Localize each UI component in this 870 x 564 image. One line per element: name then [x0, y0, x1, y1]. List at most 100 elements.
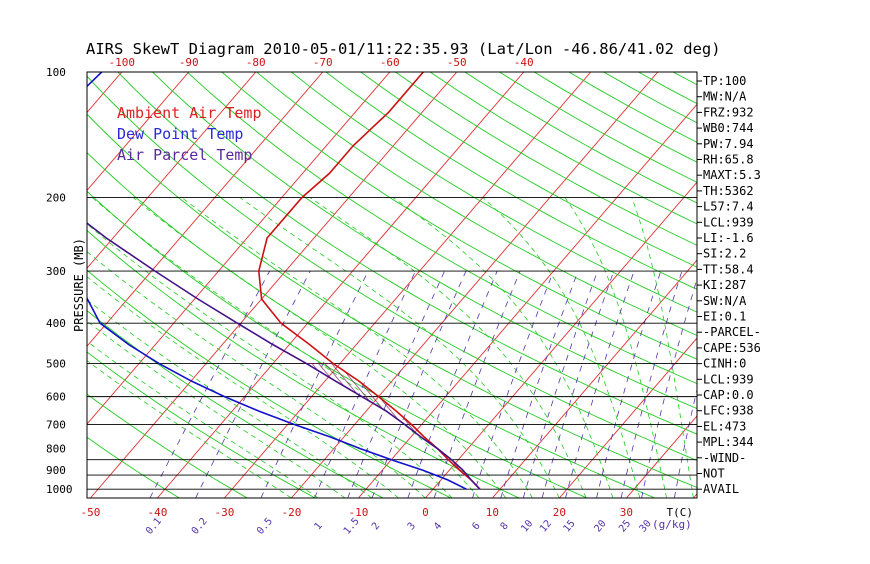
mixing-ratio-tick-label: 1 — [312, 521, 324, 533]
pressure-tick-label: 900 — [46, 464, 66, 477]
moist-adiabat-line — [632, 198, 694, 498]
index-label: MW:N/A — [703, 90, 747, 104]
dry-adiabat-line — [361, 72, 870, 498]
dry-adiabat-line — [291, 72, 870, 498]
index-label: LCL:939 — [703, 215, 754, 229]
top-temp-tick-label: -100 — [109, 56, 136, 69]
index-label: LI:-1.6 — [703, 231, 754, 245]
index-label: EI:0.1 — [703, 310, 746, 324]
index-label: AVAIL — [703, 482, 739, 496]
moist-adiabat-line — [310, 198, 586, 498]
y-axis-label: PRESSURE (MB) — [72, 238, 86, 332]
index-label: LFC:938 — [703, 404, 754, 418]
pressure-tick-label: 800 — [46, 443, 66, 456]
index-label: MAXT:5.3 — [703, 168, 761, 182]
mixing-ratio-tick-label: 10 — [519, 518, 535, 534]
mixing-ratio-tick-label: 20 — [593, 518, 609, 534]
legend-item-dew-point-temp: Dew Point Temp — [117, 125, 243, 143]
index-label: NOT — [703, 467, 725, 481]
isotherm-line — [492, 72, 858, 498]
top-temp-tick-label: -50 — [447, 56, 467, 69]
moist-adiabat-line — [182, 198, 533, 498]
index-label: CAP:0.0 — [703, 388, 754, 402]
index-label: SI:2.2 — [703, 247, 746, 261]
isotherm-line — [291, 72, 657, 498]
pressure-tick-label: 700 — [46, 419, 66, 432]
index-label: KI:287 — [703, 278, 746, 292]
top-temp-tick-label: -60 — [380, 56, 400, 69]
index-label: WB0:744 — [703, 121, 754, 135]
mixing-ratio-line — [150, 271, 270, 498]
legend: Ambient Air Temp Dew Point Temp Air Parc… — [117, 104, 262, 164]
mixing-ratio-line — [642, 271, 700, 498]
legend-item-air-parcel-temp: Air Parcel Temp — [117, 146, 252, 164]
mixing-ratio-tick-label: 1.5 — [342, 516, 362, 537]
mixing-ratio-line — [597, 271, 661, 498]
mixing-ratio-line — [315, 271, 416, 498]
mixing-ratio-tick-label: 12 — [538, 518, 554, 534]
mixing-ratio-tick-label: 0.5 — [255, 516, 275, 537]
isotherm-line — [0, 72, 122, 498]
index-label: SW:N/A — [703, 294, 747, 308]
index-label: TP:100 — [703, 74, 746, 88]
dry-adiabat-line — [743, 72, 870, 498]
pressure-tick-label: 300 — [46, 265, 66, 278]
dry-adiabat-line — [777, 72, 870, 498]
mixing-ratio-line — [196, 271, 311, 498]
dry-adiabat-line — [430, 72, 870, 498]
index-label: EL:473 — [703, 419, 746, 433]
moist-adiabat-line — [57, 198, 452, 498]
index-label: MPL:344 — [703, 435, 754, 449]
legend-item-ambient-air-temp: Ambient Air Temp — [117, 104, 262, 122]
mixing-ratio-tick-label: 15 — [562, 518, 578, 534]
dry-adiabat-line — [0, 72, 587, 498]
bottom-temp-tick-label: -20 — [281, 506, 301, 519]
isotherm-line — [827, 72, 870, 498]
top-temp-tick-label: -80 — [246, 56, 266, 69]
isotherm-line — [760, 72, 870, 498]
bottom-temp-tick-label: 20 — [553, 506, 566, 519]
dry-adiabat-line — [395, 72, 870, 498]
isotherm-line — [0, 72, 55, 498]
bottom-temp-tick-label: -50 — [80, 506, 100, 519]
pressure-tick-label: 200 — [46, 192, 66, 205]
index-label: -PARCEL- — [703, 325, 761, 339]
mixing-ratio-tick-label: 8 — [499, 521, 511, 533]
index-label: TH:5362 — [703, 184, 754, 198]
index-label: PW:7.94 — [703, 137, 754, 151]
bottom-temp-tick-label: -40 — [147, 506, 167, 519]
top-temp-tick-label: -40 — [514, 56, 534, 69]
pressure-tick-label: 1000 — [46, 483, 73, 496]
pressure-tick-label: 100 — [46, 66, 66, 79]
index-label: CAPE:536 — [703, 341, 761, 355]
index-label: CINH:0 — [703, 357, 746, 371]
bottom-temp-tick-label: 30 — [620, 506, 633, 519]
mixing-ratio-tick-label: 2 — [370, 521, 382, 533]
mixing-ratio-tick-label: 0.1 — [144, 516, 164, 537]
index-label: LCL:939 — [703, 372, 754, 386]
index-label: L57:7.4 — [703, 200, 754, 214]
dry-adiabat-line — [465, 72, 870, 498]
mixing-ratio-tick-label: 25 — [617, 518, 633, 534]
dry-adiabat-line — [638, 72, 870, 498]
dry-adiabat-line — [257, 72, 870, 498]
mixing-ratio-line — [621, 271, 682, 498]
bottom-temp-tick-label: 0 — [422, 506, 429, 519]
index-label: RH:65.8 — [703, 153, 754, 167]
mixing-ratio-tick-label: 3 — [406, 521, 418, 533]
mixing-ratio-tick-label: 0.2 — [190, 516, 210, 537]
pressure-tick-label: 400 — [46, 317, 66, 330]
mixing-ratio-tick-label: 4 — [432, 521, 444, 533]
index-label: TT:58.4 — [703, 262, 754, 276]
mixing-ratio-unit-label: (g/kg) — [652, 518, 692, 531]
pressure-tick-label: 500 — [46, 358, 66, 371]
bottom-temp-tick-label: 10 — [486, 506, 499, 519]
index-label: FRZ:932 — [703, 105, 754, 119]
bottom-temp-tick-label: -30 — [214, 506, 234, 519]
index-label: -WIND- — [703, 451, 746, 465]
dry-adiabat-line — [222, 72, 870, 498]
dry-adiabat-line — [187, 72, 870, 498]
